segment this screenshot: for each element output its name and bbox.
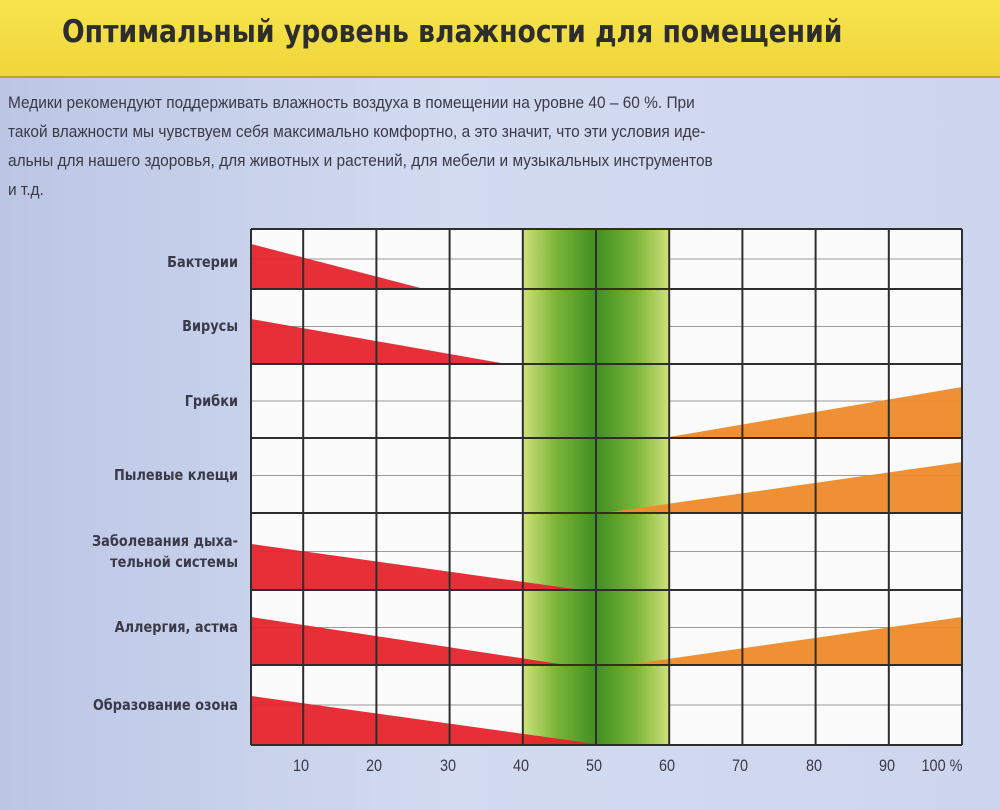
intro-text: Медики рекомендуют поддерживать влажност… bbox=[8, 88, 905, 204]
row-label-line: тельной системы bbox=[110, 552, 238, 571]
row-label: Бактерии bbox=[51, 252, 238, 273]
intro-line: и т.д. bbox=[8, 180, 44, 199]
x-tick-label: 30 bbox=[439, 756, 456, 775]
row-label-line: Аллергия, астма bbox=[114, 618, 238, 636]
x-tick-label: 90 bbox=[878, 756, 895, 775]
title-banner: Оптимальный уровень влажности для помеще… bbox=[0, 0, 1000, 78]
intro-line: альны для нашего здоровья, для животных … bbox=[8, 151, 713, 170]
row-label: Грибки bbox=[51, 391, 238, 412]
x-tick-label: 20 bbox=[366, 756, 383, 775]
row-label-line: Грибки bbox=[184, 391, 238, 410]
x-tick-label: 60 bbox=[659, 756, 676, 775]
row-label-line: Вирусы bbox=[182, 317, 238, 335]
x-tick-label: 50 bbox=[585, 756, 603, 775]
x-tick-label: 10 bbox=[293, 756, 310, 775]
row-label: Вирусы bbox=[51, 316, 238, 337]
risk-wedge-red bbox=[251, 244, 421, 288]
x-tick-label: 100 % bbox=[921, 756, 963, 775]
intro-line: Медики рекомендуют поддерживать влажност… bbox=[8, 93, 695, 112]
intro-line: такой влажности мы чувствуем себя максим… bbox=[8, 122, 706, 141]
row-label: Заболевания дыха-тельной системы bbox=[51, 531, 238, 573]
row-label: Пылевые клещи bbox=[51, 465, 238, 486]
row-label-line: Бактерии bbox=[167, 253, 238, 271]
risk-wedge-red bbox=[251, 544, 575, 589]
row-label-line: Заболевания дыха- bbox=[92, 531, 238, 550]
risk-wedge-red bbox=[251, 617, 560, 664]
x-tick-label: 70 bbox=[732, 756, 749, 775]
x-tick-label: 40 bbox=[512, 756, 529, 775]
row-label: Аллергия, астма bbox=[51, 617, 238, 638]
risk-wedge-orange bbox=[610, 462, 962, 512]
page-title: Оптимальный уровень влажности для помеще… bbox=[62, 14, 843, 50]
x-tick-label: 80 bbox=[805, 756, 822, 775]
risk-wedge-red bbox=[251, 696, 596, 744]
row-label: Образование озона bbox=[51, 695, 238, 716]
risk-wedge-orange bbox=[632, 617, 962, 664]
row-label-line: Пылевые клещи bbox=[114, 466, 238, 484]
row-label-line: Образование озона bbox=[92, 695, 238, 714]
